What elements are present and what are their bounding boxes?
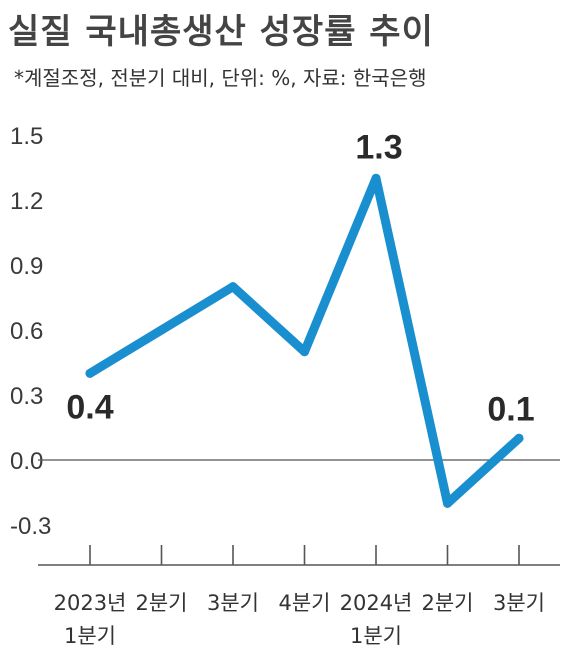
y-tick-label: -0.3 (10, 513, 51, 540)
x-tick-label: 3분기 (207, 591, 259, 615)
data-label: 0.4 (66, 388, 113, 426)
x-tick-label: 2분기 (135, 591, 187, 615)
chart-title: 실질 국내총생산 성장률 추이 (8, 12, 434, 52)
x-tick-label: 3분기 (493, 591, 545, 615)
x-tick-label: 1분기 (350, 624, 402, 648)
chart-subtitle: *계절조정, 전분기 대비, 단위: %, 자료: 한국은행 (14, 66, 427, 90)
x-tick-label: 1분기 (64, 624, 116, 648)
data-point (85, 368, 95, 378)
data-point (300, 347, 309, 357)
x-tick-label: 2분기 (421, 591, 473, 615)
y-tick-label: 1.2 (10, 188, 43, 215)
data-point (371, 173, 381, 183)
x-tick-label: 2024년 (340, 591, 413, 615)
x-tick-label: 2023년 (54, 591, 127, 615)
series-line (85, 173, 524, 508)
y-tick-label: 0.0 (10, 448, 43, 475)
data-label: 0.1 (487, 390, 534, 428)
data-point (228, 282, 238, 292)
data-label: 1.3 (355, 128, 402, 166)
y-tick-label: 0.6 (10, 318, 43, 345)
y-tick-label: 0.9 (10, 253, 43, 280)
data-point (157, 325, 166, 335)
y-tick-label: 1.5 (10, 123, 43, 150)
data-point (443, 498, 452, 508)
y-tick-label: 0.3 (10, 383, 43, 410)
x-tick-label: 4분기 (278, 591, 330, 615)
data-point (514, 433, 524, 443)
